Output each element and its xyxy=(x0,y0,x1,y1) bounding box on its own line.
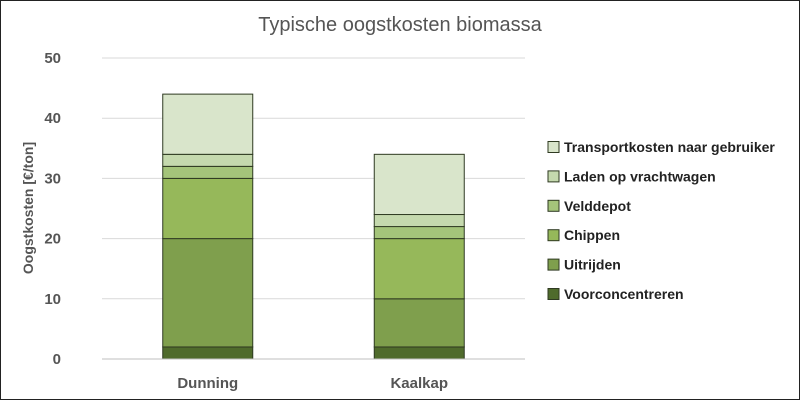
bar-segment-voorconcentreren xyxy=(373,346,465,360)
bar-segment-chippen xyxy=(162,177,254,240)
legend-label: Velddepot xyxy=(564,198,631,214)
bar-segment-laden-op-vrachtwagen xyxy=(373,214,465,228)
legend-swatch xyxy=(547,288,560,300)
bar-segment-laden-op-vrachtwagen xyxy=(162,153,254,167)
x-tick-label: Kaalkap xyxy=(390,375,448,392)
y-tick-label: 10 xyxy=(44,291,61,308)
bar-segment-uitrijden xyxy=(162,238,254,348)
legend-swatch xyxy=(547,170,560,183)
bar-segment-transportkosten-naar-gebruiker xyxy=(373,153,465,216)
legend-swatch xyxy=(547,229,560,242)
legend-label: Laden op vrachtwagen xyxy=(564,168,716,184)
legend-label: Uitrijden xyxy=(564,257,621,273)
legend-label: Voorconcentreren xyxy=(564,286,684,302)
y-tick-label: 40 xyxy=(44,110,61,127)
y-axis-label: Oogstkosten [€/ton] xyxy=(20,142,36,274)
bar-segment-chippen xyxy=(373,238,465,300)
bar-segment-velddepot xyxy=(373,226,465,240)
legend-label: Transportkosten naar gebruiker xyxy=(564,139,775,155)
bar-segment-transportkosten-naar-gebruiker xyxy=(162,93,254,155)
bar-segment-voorconcentreren xyxy=(162,346,254,360)
bar-segment-velddepot xyxy=(162,165,254,179)
chart-title: Typische oogstkosten biomassa xyxy=(258,14,542,36)
legend-swatch xyxy=(547,141,560,153)
y-tick-label: 20 xyxy=(44,231,61,248)
y-tick-label: 50 xyxy=(44,50,61,67)
x-tick-label: Dunning xyxy=(177,375,238,392)
y-tick-label: 30 xyxy=(44,170,61,187)
bar-segment-uitrijden xyxy=(373,298,465,348)
legend-swatch xyxy=(547,258,560,271)
legend-swatch xyxy=(547,199,560,212)
y-tick-label: 0 xyxy=(53,351,61,368)
legend-label: Chippen xyxy=(564,227,620,243)
